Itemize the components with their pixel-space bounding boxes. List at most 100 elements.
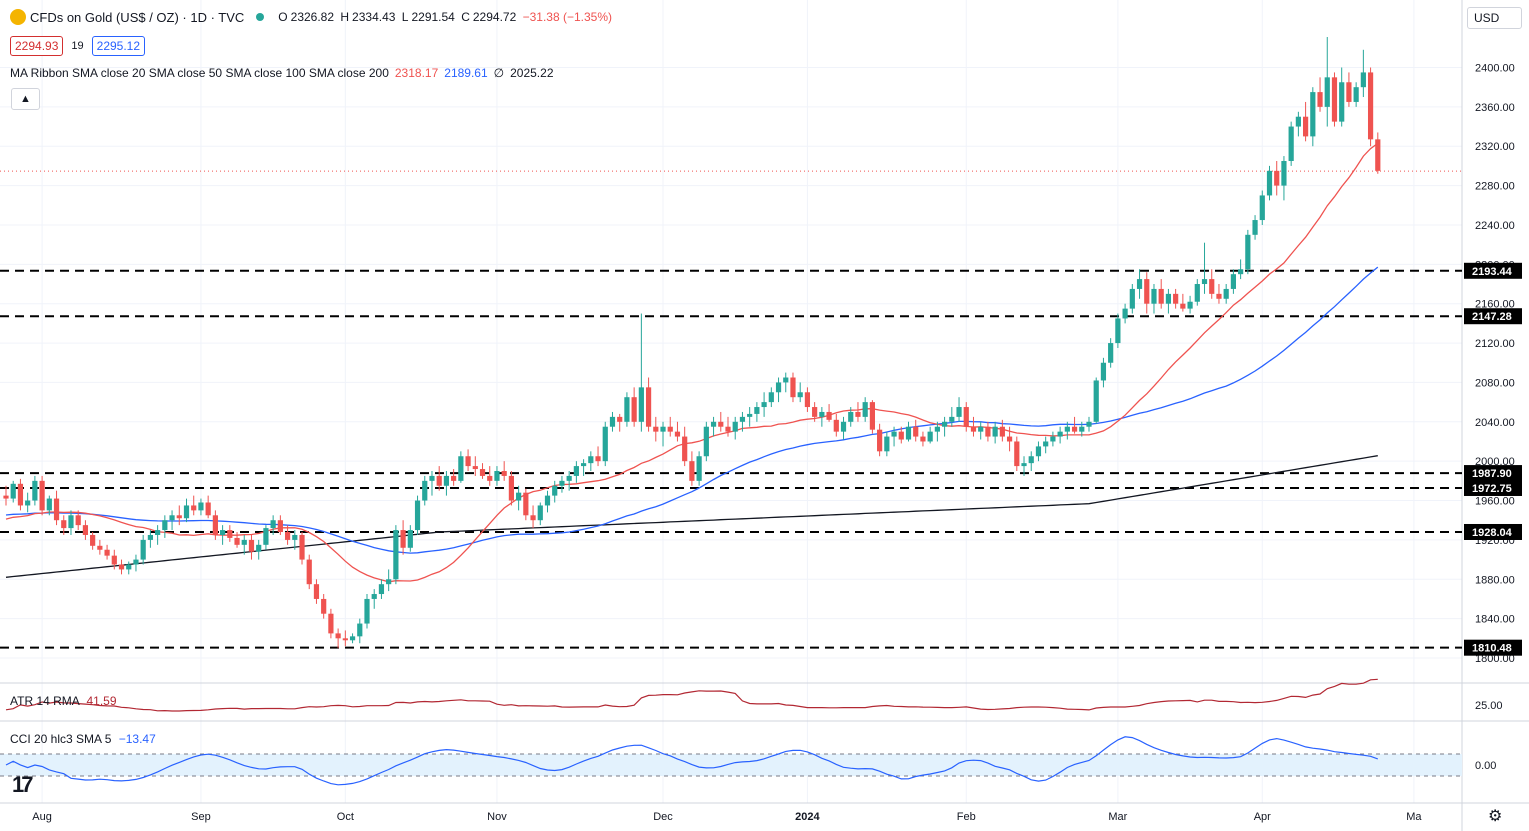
- atr-value: 41.59: [86, 694, 117, 708]
- chevron-up-icon: ▲: [20, 93, 31, 105]
- candle-body: [581, 463, 587, 467]
- collapse-legend-button[interactable]: ▲: [11, 88, 40, 110]
- candle-body: [155, 530, 161, 535]
- candle-body: [862, 402, 868, 417]
- price-axis: 1800.001840.001880.001920.001960.002000.…: [1475, 63, 1515, 666]
- time-tick: Ma: [1406, 811, 1422, 823]
- candle-body: [1165, 293, 1172, 304]
- candle-body: [17, 483, 24, 506]
- candle-body: [631, 397, 637, 422]
- candle-body: [1043, 441, 1049, 447]
- grid: [0, 0, 1462, 803]
- candle-body: [53, 498, 60, 521]
- tradingview-logo[interactable]: 17: [12, 772, 34, 797]
- candle-body: [956, 407, 962, 417]
- candle-body: [263, 528, 269, 545]
- candle-body: [653, 426, 659, 432]
- candle-body: [140, 539, 146, 560]
- candle-body: [198, 502, 204, 511]
- price-tick: 1880.00: [1475, 574, 1515, 586]
- candle-body: [790, 377, 796, 398]
- candle-body: [1230, 274, 1236, 289]
- candle-body: [617, 416, 623, 422]
- candle-body: [321, 598, 327, 614]
- level-label-box: [1464, 523, 1522, 540]
- candle-body: [1151, 288, 1157, 304]
- candle-body: [848, 411, 854, 422]
- candle-body: [97, 545, 103, 550]
- level-label-box: [1464, 308, 1522, 325]
- cci-line: [5, 736, 1379, 786]
- price-tick: 2400.00: [1475, 63, 1515, 75]
- candle-body: [927, 431, 933, 442]
- candle-body: [32, 480, 38, 501]
- candle-body: [1187, 301, 1193, 309]
- candle-body: [1252, 220, 1258, 235]
- ma-ribbon-legend[interactable]: MA Ribbon SMA close 20 SMA close 50 SMA …: [10, 66, 554, 80]
- candle-body: [371, 594, 377, 599]
- candle-body: [472, 466, 478, 470]
- gear-icon[interactable]: ⚙: [1488, 808, 1503, 825]
- price-tick: 1960.00: [1475, 496, 1515, 508]
- candle-body: [25, 500, 31, 506]
- candle-body: [963, 407, 969, 427]
- candle-body: [284, 532, 291, 540]
- candle-body: [812, 407, 818, 417]
- cci-legend[interactable]: CCI 20 hlc3 SMA 5 −13.47: [10, 732, 156, 746]
- price-tick: 2360.00: [1475, 102, 1515, 114]
- candle-body: [465, 456, 471, 467]
- candle-body: [111, 555, 117, 565]
- candle-body: [256, 544, 262, 552]
- candle-body: [747, 413, 753, 417]
- symbol-title[interactable]: CFDs on Gold (US$ / OZ) · 1D · TVC: [30, 9, 245, 25]
- atr-axis-tick: 25.00: [1475, 700, 1503, 712]
- candle-body: [530, 515, 536, 521]
- price-tick: 2120.00: [1475, 338, 1515, 350]
- candle-body: [588, 456, 594, 464]
- candle-body: [840, 421, 847, 432]
- candle-body: [1079, 426, 1085, 432]
- level-label: 1810.48: [1472, 643, 1512, 655]
- currency-selector[interactable]: USD: [1467, 7, 1522, 29]
- candle-body: [75, 515, 81, 526]
- candle-body: [451, 475, 457, 481]
- candle-body: [660, 426, 666, 432]
- candle-body: [1021, 463, 1027, 467]
- candle-body: [696, 456, 702, 481]
- atr-legend[interactable]: ATR 14 RMA 41.59: [10, 694, 117, 708]
- candle-body: [342, 638, 348, 641]
- candle-body: [1367, 72, 1374, 140]
- sell-price[interactable]: 2294.93: [10, 36, 64, 56]
- ma-ribbon-label: MA Ribbon SMA close 20 SMA close 50 SMA …: [10, 66, 389, 80]
- candle-body: [913, 426, 919, 437]
- candle-body: [458, 456, 464, 481]
- candle-body: [234, 537, 240, 545]
- candle-body: [1057, 431, 1063, 437]
- candle-body: [90, 534, 96, 546]
- candle-body: [61, 520, 67, 529]
- candle-body: [942, 421, 948, 427]
- candle-body: [1093, 380, 1099, 422]
- candle-body: [104, 549, 110, 556]
- candle-body: [335, 633, 341, 639]
- candle-body: [191, 505, 197, 511]
- candle-body: [754, 407, 760, 414]
- buy-price[interactable]: 2295.12: [91, 36, 146, 56]
- candle-body: [68, 515, 74, 529]
- candle-body: [1115, 318, 1121, 344]
- candle-body: [1281, 160, 1287, 186]
- cci-value: −13.47: [118, 732, 156, 746]
- level-label: 1928.04: [1472, 527, 1513, 539]
- candle-body: [1194, 284, 1200, 302]
- candle-body: [1035, 446, 1042, 457]
- candle-body: [436, 475, 442, 486]
- level-label-box: [1464, 479, 1522, 496]
- candle-body: [1006, 436, 1013, 442]
- candle-body: [205, 502, 211, 516]
- candle-body: [292, 534, 298, 540]
- price-tick: 2280.00: [1475, 181, 1515, 193]
- cci-axis-tick: 0.00: [1475, 760, 1496, 772]
- sma50-value: 2189.61: [444, 66, 488, 80]
- candle-body: [920, 436, 926, 442]
